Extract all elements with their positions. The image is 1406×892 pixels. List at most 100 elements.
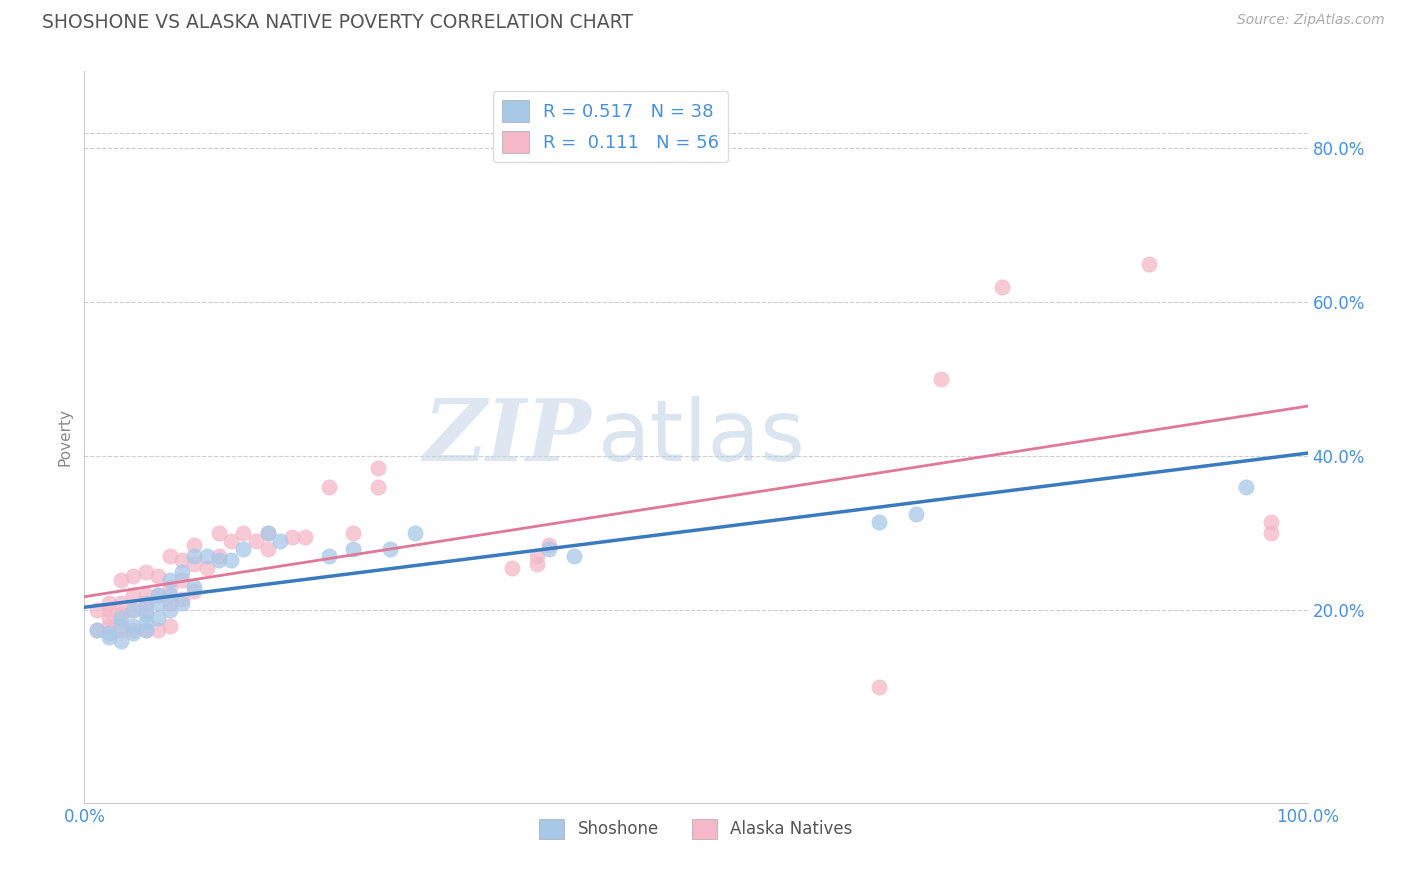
Point [122,603,145,617]
Point [159,596,181,610]
Point [502,561,524,575]
Point [562,549,585,564]
Point [183,557,205,571]
Point [929,372,952,386]
Point [538,541,561,556]
Point [122,588,145,602]
Point [135,588,157,602]
Point [1137,257,1160,271]
Point [122,618,145,632]
Point [159,588,181,602]
Point [1236,480,1258,494]
Point [172,573,194,587]
Point [146,596,169,610]
Point [86,623,108,637]
Point [135,565,157,579]
Point [110,611,132,625]
Point [245,534,267,549]
Point [526,549,548,564]
Point [208,553,231,567]
Point [219,553,242,567]
Point [110,623,132,637]
Point [146,588,169,602]
Point [367,461,389,475]
Point [135,596,157,610]
Point [232,526,254,541]
Y-axis label: Poverty: Poverty [58,408,73,467]
Point [135,603,157,617]
Point [110,573,132,587]
Point [195,549,218,564]
Point [991,280,1014,294]
Point [110,596,132,610]
Point [172,596,194,610]
Point [159,580,181,594]
Point [97,626,120,640]
Point [183,584,205,599]
Point [86,603,108,617]
Text: SHOSHONE VS ALASKA NATIVE POVERTY CORRELATION CHART: SHOSHONE VS ALASKA NATIVE POVERTY CORREL… [42,13,633,32]
Point [526,557,548,571]
Point [1260,526,1282,541]
Point [183,580,205,594]
Point [97,611,120,625]
Point [342,541,364,556]
Point [318,480,340,494]
Point [172,565,194,579]
Point [183,549,205,564]
Point [869,681,891,695]
Point [122,568,145,582]
Point [342,526,364,541]
Point [146,588,169,602]
Point [135,607,157,622]
Text: ZIP: ZIP [425,395,592,479]
Point [257,541,280,556]
Point [318,549,340,564]
Point [97,596,120,610]
Point [869,515,891,529]
Point [146,623,169,637]
Point [159,603,181,617]
Point [172,591,194,606]
Point [172,553,194,567]
Point [183,538,205,552]
Point [269,534,291,549]
Point [86,623,108,637]
Point [538,538,561,552]
Point [294,530,316,544]
Point [122,626,145,640]
Point [97,630,120,644]
Point [159,549,181,564]
Point [380,541,402,556]
Point [404,526,426,541]
Point [97,618,120,632]
Legend: Shoshone, Alaska Natives: Shoshone, Alaska Natives [533,812,859,846]
Point [110,607,132,622]
Point [281,530,304,544]
Point [232,541,254,556]
Point [159,573,181,587]
Point [110,634,132,648]
Point [135,615,157,629]
Point [367,480,389,494]
Point [195,561,218,575]
Point [208,526,231,541]
Point [146,568,169,582]
Point [97,603,120,617]
Point [135,623,157,637]
Point [219,534,242,549]
Point [257,526,280,541]
Point [146,611,169,625]
Point [257,526,280,541]
Text: atlas: atlas [598,395,806,479]
Point [1260,515,1282,529]
Text: Source: ZipAtlas.com: Source: ZipAtlas.com [1237,13,1385,28]
Point [905,507,928,521]
Point [159,618,181,632]
Point [122,623,145,637]
Point [135,596,157,610]
Point [122,603,145,617]
Point [135,623,157,637]
Point [110,618,132,632]
Point [208,549,231,564]
